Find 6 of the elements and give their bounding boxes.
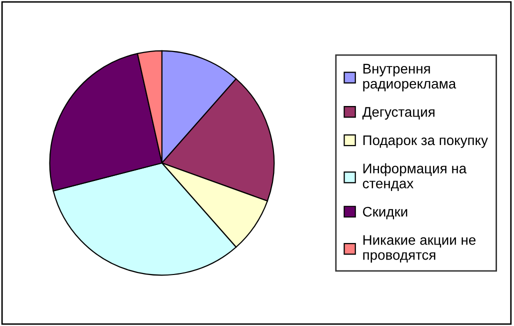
legend-label: Дегустация [362, 107, 434, 120]
legend-label: Внутрення радиореклама [363, 64, 456, 92]
legend-label: Информация на стендах [362, 163, 467, 191]
legend-label: Никакие акции не проводятся [363, 235, 476, 263]
legend-label: Подарок за покупку [363, 135, 488, 148]
legend-label: Скидки [363, 206, 408, 220]
